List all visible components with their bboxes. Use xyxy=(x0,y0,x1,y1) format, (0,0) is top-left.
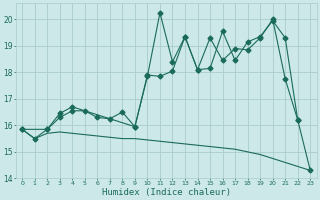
X-axis label: Humidex (Indice chaleur): Humidex (Indice chaleur) xyxy=(102,188,231,197)
